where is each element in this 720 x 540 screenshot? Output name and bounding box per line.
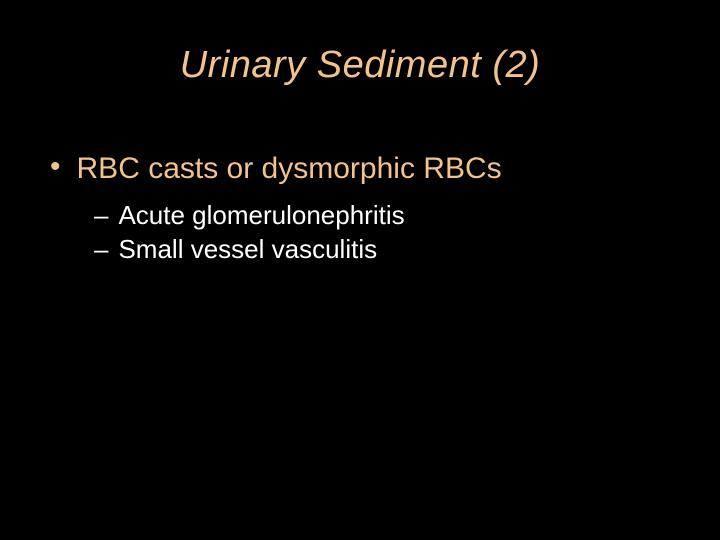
bullet-marker: • bbox=[50, 152, 61, 182]
bullet-text: RBC casts or dysmorphic RBCs bbox=[77, 152, 502, 186]
bullet-text: Acute glomerulonephritis bbox=[118, 200, 404, 231]
bullet-level2-0: – Acute glomerulonephritis bbox=[94, 200, 405, 231]
bullet-marker: – bbox=[94, 200, 108, 231]
slide: Urinary Sediment (2) • RBC casts or dysm… bbox=[0, 0, 720, 540]
bullet-level1-0: • RBC casts or dysmorphic RBCs bbox=[50, 152, 502, 186]
slide-title: Urinary Sediment (2) bbox=[0, 44, 720, 87]
bullet-text: Small vessel vasculitis bbox=[118, 234, 377, 265]
bullet-level2-1: – Small vessel vasculitis bbox=[94, 234, 377, 265]
bullet-marker: – bbox=[94, 234, 108, 265]
